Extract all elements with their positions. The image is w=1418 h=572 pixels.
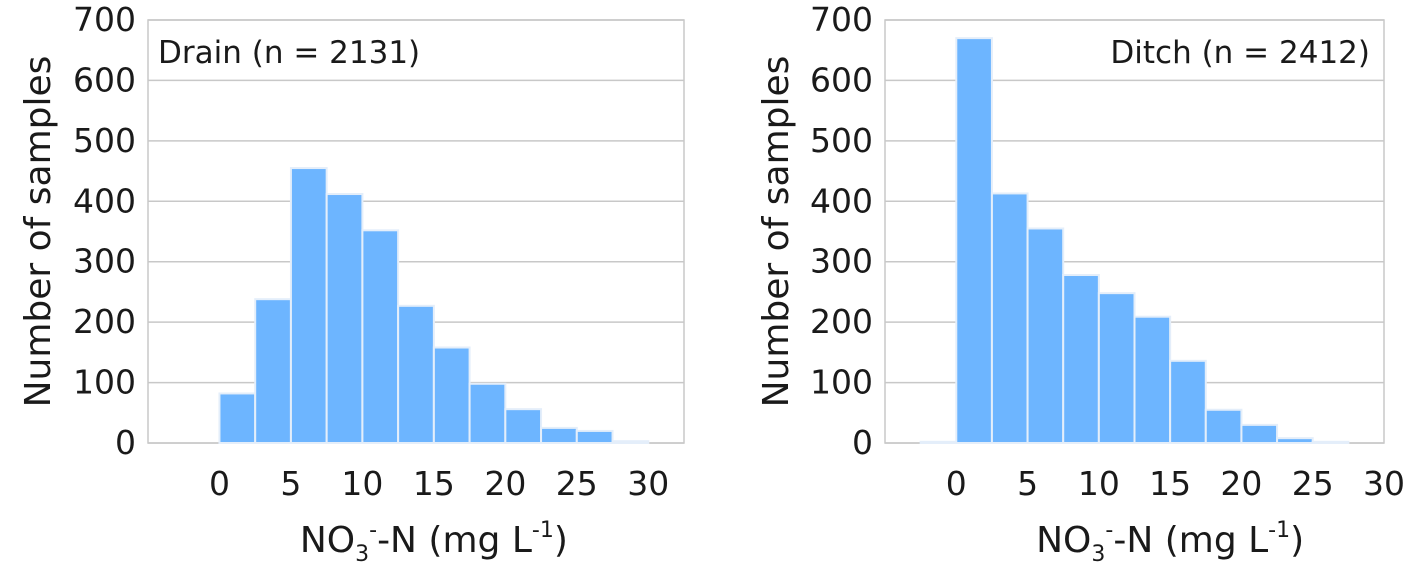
xlabel-rest: -N (mg L — [1113, 520, 1268, 561]
y-tick-label: 400 — [810, 181, 873, 220]
y-tick-label: 100 — [810, 363, 873, 402]
histogram-bar — [1240, 423, 1279, 444]
histogram-bar — [504, 408, 543, 445]
xlabel-close: ) — [554, 520, 568, 561]
drain-y-tick-labels: 0 100 200 300 400 500 600 700 — [73, 0, 136, 462]
x-tick-label: 5 — [280, 464, 301, 503]
histogram-bar — [919, 440, 958, 445]
x-tick-label: 15 — [1149, 464, 1191, 503]
y-tick-label: 0 — [852, 423, 873, 462]
histogram-bar — [218, 392, 257, 445]
y-tick-label: 400 — [73, 181, 136, 220]
y-tick-label: 700 — [73, 0, 136, 39]
y-tick-label: 700 — [810, 0, 873, 39]
ditch-histogram-panel: 0 100 200 300 400 500 600 700 0 5 10 15 20 25 30 Ditc… — [756, 0, 1405, 567]
x-tick-label: 20 — [1220, 464, 1262, 503]
y-tick-label: 600 — [810, 60, 873, 99]
ditch-y-tick-labels: 0 100 200 300 400 500 600 700 — [810, 0, 873, 462]
histogram-bar — [955, 37, 993, 444]
histogram-bar — [575, 429, 614, 444]
histogram-bar — [540, 426, 578, 444]
drain-histogram-panel: 0 100 200 300 400 500 600 700 0 5 10 15 20 25 30 Drai… — [18, 0, 685, 567]
ditch-panel-label: Ditch (n = 2412) — [1110, 35, 1370, 71]
histogram-bar — [254, 298, 292, 444]
y-tick-label: 600 — [73, 60, 136, 99]
histogram-bar — [289, 167, 328, 445]
y-tick-label: 500 — [810, 121, 873, 160]
ditch-y-axis-title: Number of samples — [756, 56, 797, 408]
xlabel-unit-sup: -1 — [1268, 518, 1290, 543]
y-tick-label: 200 — [73, 302, 136, 341]
histogram-bar — [1169, 359, 1207, 444]
histogram-bar — [1097, 292, 1136, 444]
y-tick-label: 500 — [73, 121, 136, 160]
histogram-bar — [990, 192, 1029, 444]
drain-x-tick-labels: 0 5 10 15 20 25 30 — [209, 464, 669, 503]
histogram-bar — [325, 193, 364, 444]
xlabel-main: NO — [300, 520, 355, 561]
drain-bars — [218, 167, 650, 445]
histogram-bar — [432, 346, 471, 444]
x-tick-label: 25 — [556, 464, 598, 503]
ditch-bars — [919, 37, 1350, 445]
xlabel-sub: 3 — [355, 542, 369, 567]
ditch-x-tick-labels: 0 5 10 15 20 25 30 — [946, 464, 1405, 503]
xlabel-rest: -N (mg L — [377, 520, 532, 561]
xlabel-sup: - — [369, 518, 377, 543]
histogram-bar — [1276, 437, 1314, 444]
x-tick-label: 0 — [209, 464, 230, 503]
drain-x-axis-title: NO3--N (mg L-1) — [300, 518, 568, 567]
y-tick-label: 300 — [810, 242, 873, 281]
histogram-bar — [1311, 440, 1350, 445]
x-tick-label: 30 — [627, 464, 669, 503]
xlabel-main: NO — [1036, 520, 1091, 561]
xlabel-unit-sup: -1 — [532, 518, 554, 543]
histogram-bar — [397, 304, 435, 444]
x-tick-label: 5 — [1017, 464, 1038, 503]
x-tick-label: 10 — [341, 464, 383, 503]
xlabel-close: ) — [1290, 520, 1304, 561]
x-tick-label: 10 — [1078, 464, 1120, 503]
xlabel-sub: 3 — [1091, 542, 1105, 567]
x-tick-label: 20 — [484, 464, 526, 503]
histogram-bar — [361, 229, 400, 444]
histogram-bar — [468, 382, 507, 444]
x-tick-label: 30 — [1363, 464, 1405, 503]
drain-y-axis-title: Number of samples — [18, 56, 59, 408]
x-tick-label: 15 — [413, 464, 455, 503]
x-tick-label: 25 — [1292, 464, 1334, 503]
x-tick-label: 0 — [946, 464, 967, 503]
histogram-bar — [611, 440, 650, 444]
histogram-bar — [1026, 227, 1065, 444]
drain-panel-label: Drain (n = 2131) — [158, 35, 420, 71]
histogram-bar — [1204, 408, 1243, 444]
y-tick-label: 200 — [810, 302, 873, 341]
ditch-x-axis-title: NO3--N (mg L-1) — [1036, 518, 1304, 567]
histogram-bar — [1062, 274, 1100, 444]
xlabel-sup: - — [1105, 518, 1113, 543]
y-tick-label: 100 — [73, 363, 136, 402]
histogram-bar — [1133, 315, 1172, 444]
y-tick-label: 300 — [73, 242, 136, 281]
y-tick-label: 0 — [115, 423, 136, 462]
